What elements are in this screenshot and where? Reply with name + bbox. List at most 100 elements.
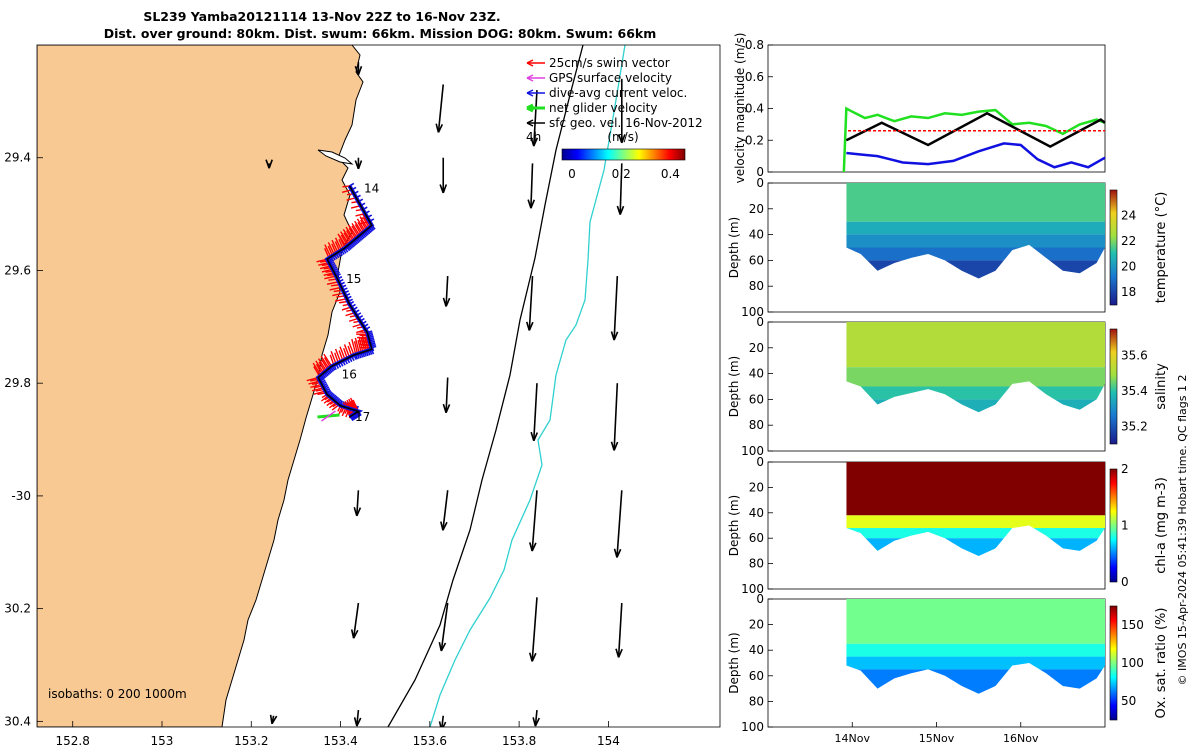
depth-tick-label: 60 bbox=[749, 392, 764, 406]
depth-tick-label: 0 bbox=[756, 592, 764, 606]
colorbar-tick-label: 0.4 bbox=[661, 167, 680, 181]
colorbar-tick-label: 18 bbox=[1121, 285, 1136, 299]
colorbar-label: salinity bbox=[1154, 363, 1169, 410]
geo-vector-arrow bbox=[269, 714, 278, 725]
depth-tick-label: 0 bbox=[756, 455, 764, 469]
velocity-ytick-label: 0 bbox=[756, 165, 764, 179]
section-layer bbox=[846, 462, 1105, 516]
salinity-panel: 0 20 40 60 80 100 Depth (m) 35.2 35.4 35.6 salinit… bbox=[727, 315, 1169, 458]
geo-vector-arrow bbox=[440, 490, 449, 531]
title-line-2: Dist. over ground: 80km. Dist. swum: 66k… bbox=[104, 26, 657, 41]
section-layer bbox=[846, 643, 1105, 657]
depth-tick-label: 20 bbox=[749, 480, 764, 494]
section-colorbar bbox=[1109, 605, 1118, 721]
estuary bbox=[317, 149, 354, 165]
colorbar-tick-label: 2 bbox=[1121, 462, 1129, 476]
colorbar-tick-label: 0 bbox=[568, 167, 576, 181]
time-tick-label: 14Nov bbox=[835, 732, 871, 745]
depth-tick-label: 40 bbox=[749, 643, 764, 657]
swim-vector bbox=[343, 344, 351, 358]
legend-label: GPS surface velocity bbox=[549, 71, 672, 85]
map-xtick-label: 153 bbox=[151, 734, 174, 748]
section-layer bbox=[846, 386, 1105, 400]
colorbar-label: chl-a (mg m-3) bbox=[1154, 477, 1169, 574]
swim-vector bbox=[338, 235, 346, 249]
legend-arrowhead bbox=[526, 59, 534, 67]
isobaths-label: isobaths: 0 200 1000m bbox=[48, 687, 187, 701]
velocity-colorbar bbox=[561, 148, 686, 161]
colorbar-tick-label: 100 bbox=[1121, 656, 1144, 670]
current-vector bbox=[349, 182, 355, 187]
geo-vector-arrow bbox=[617, 78, 626, 144]
swim-vector bbox=[324, 244, 332, 258]
swim-vector bbox=[334, 348, 342, 363]
map-ytick-label: 29.8 bbox=[4, 376, 31, 390]
geo-vector-arrow bbox=[438, 602, 449, 652]
swim-vector bbox=[327, 242, 335, 255]
isobath-200m bbox=[387, 45, 584, 727]
section-layer bbox=[846, 367, 1105, 387]
depth-tick-label: 20 bbox=[749, 618, 764, 632]
section-colorbar bbox=[1109, 189, 1118, 306]
swim-vector bbox=[343, 232, 351, 244]
velocity-lines bbox=[842, 106, 1106, 173]
map-ytick-label: 29.4 bbox=[4, 151, 31, 165]
swim-vector bbox=[360, 338, 366, 352]
isobath-1000m bbox=[429, 45, 626, 727]
geo-vectors bbox=[265, 61, 626, 727]
chla-panel: 0 20 40 60 80 100 Depth (m) 0 1 2 chl-a (mg m-3) bbox=[727, 455, 1169, 596]
swim-vector bbox=[312, 362, 322, 376]
velocity-axes: 0 0.2 0.4 0.6 0.8 bbox=[745, 38, 773, 179]
depth-tick-label: 40 bbox=[749, 367, 764, 381]
section-layer bbox=[846, 515, 1105, 529]
depth-tick-label: 60 bbox=[749, 253, 764, 267]
depth-ylabel: Depth (m) bbox=[727, 217, 741, 278]
map-ytick-label: 30.4 bbox=[4, 714, 31, 728]
swim-vector bbox=[351, 338, 357, 355]
geo-vector-arrow bbox=[610, 276, 619, 341]
depth-tick-label: 60 bbox=[749, 669, 764, 683]
colorbar-ticks: 0 0.2 0.4 bbox=[568, 167, 680, 181]
depth-tick-label: 80 bbox=[749, 557, 764, 571]
map-xtick-label: 154 bbox=[597, 734, 620, 748]
velocity-ylabel: velocity magnitude (m/s) bbox=[733, 33, 747, 184]
depth-tick-label: 80 bbox=[749, 279, 764, 293]
depth-tick-label: 100 bbox=[741, 720, 764, 734]
colorbar-tick-label: 22 bbox=[1121, 234, 1136, 248]
geo-vector-arrow bbox=[265, 159, 273, 169]
map-xtick-label: 152.8 bbox=[56, 734, 90, 748]
swim-vector bbox=[354, 337, 360, 354]
legend-arrowhead bbox=[526, 89, 534, 97]
swim-vector bbox=[317, 358, 327, 372]
velocity-ytick-label: 0.8 bbox=[745, 38, 764, 52]
geo-vector-arrow bbox=[610, 383, 619, 451]
geo-vector-arrow bbox=[350, 602, 360, 639]
geo-vector-arrow bbox=[613, 490, 623, 558]
swim-vector bbox=[354, 220, 364, 234]
depth-tick-label: 0 bbox=[756, 176, 764, 190]
geo-vector-arrow bbox=[442, 377, 451, 414]
oxygen-panel: 0 20 40 60 80 100 Depth (m) 50 100 150 Ox. sat. ra… bbox=[727, 592, 1169, 745]
legend-label: sfc geo. vel. 16-Nov-2012 bbox=[549, 116, 703, 130]
map-ytick-label: -30 bbox=[11, 489, 31, 503]
map-xtick-label: 153.6 bbox=[413, 734, 447, 748]
map-frame bbox=[36, 44, 721, 728]
colorbar-tick-label: 0 bbox=[1121, 575, 1129, 589]
depth-tick-label: 20 bbox=[749, 341, 764, 355]
geo-vector-arrow bbox=[439, 157, 448, 194]
colorbar-tick-label: 24 bbox=[1121, 209, 1136, 223]
swim-vector bbox=[351, 222, 361, 236]
swim-vector bbox=[345, 226, 355, 241]
geo-vector-arrow bbox=[528, 597, 538, 662]
map-ytick-label: 29.6 bbox=[4, 263, 31, 277]
geo-vector-arrow bbox=[354, 61, 363, 75]
colorbar-tick-label: 35.2 bbox=[1121, 419, 1148, 433]
colorbar-tick-label: 1 bbox=[1121, 519, 1129, 533]
day-label: 17 bbox=[355, 410, 370, 424]
colorbar-tick-label: 20 bbox=[1121, 260, 1136, 274]
geo-vector-arrow bbox=[525, 276, 534, 331]
day-label: 16 bbox=[342, 368, 357, 382]
geo-vector-arrow bbox=[435, 84, 445, 133]
